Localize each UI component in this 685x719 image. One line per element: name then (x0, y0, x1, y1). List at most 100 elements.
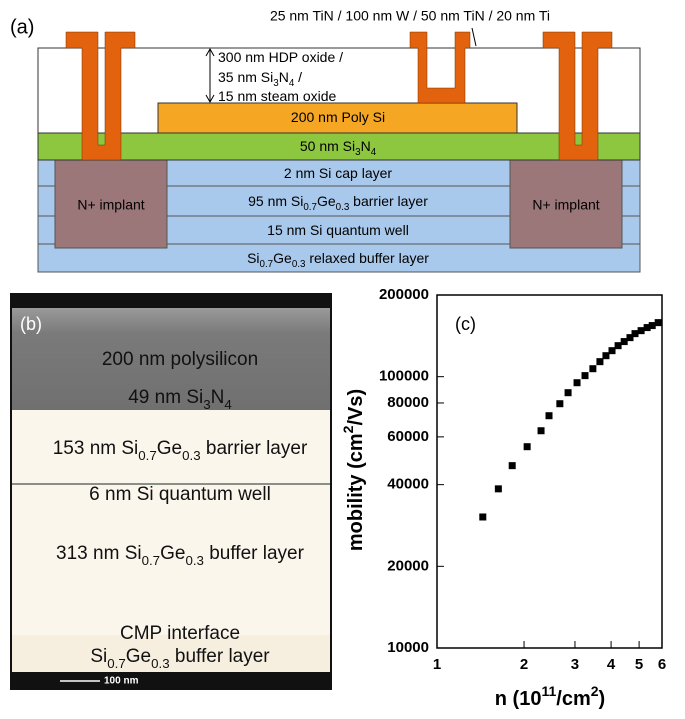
text-part: Ge (157, 438, 182, 459)
text-part: barrier layer (201, 438, 308, 459)
scale-label: 100 nm (104, 676, 139, 687)
text-part: Ge (126, 646, 151, 667)
text-part: N (279, 69, 289, 85)
point (524, 443, 531, 450)
x-tick-label: 6 (658, 656, 666, 673)
layer-label: 200 nm Poly Si (291, 109, 385, 125)
subscript: 4 (224, 397, 231, 412)
layer-label: 2 nm Si cap layer (284, 165, 392, 181)
point (589, 365, 596, 372)
subscript: 4 (371, 147, 377, 158)
point (602, 352, 609, 359)
point (546, 412, 553, 419)
subscript: 0.7 (260, 259, 274, 270)
point (509, 462, 516, 469)
text-part: 35 nm Si (218, 69, 273, 85)
superscript: 11 (541, 683, 556, 699)
subscript: 3 (203, 397, 210, 412)
point (538, 427, 545, 434)
layer-label: 15 nm Si quantum well (267, 222, 409, 238)
text-part: CMP interface (120, 623, 240, 644)
text-part: 153 nm Si (53, 438, 139, 459)
text-part: Ge (273, 250, 292, 266)
subscript: 0.3 (151, 656, 170, 671)
y-tick-label: 60000 (387, 428, 429, 445)
y-tick-label: 20000 (387, 557, 429, 574)
text-part: 200 nm Poly Si (291, 109, 385, 125)
oxide-stack: 300 nm HDP oxide / (218, 49, 343, 65)
plot-frame (437, 295, 662, 648)
superscript: 2 (340, 425, 356, 433)
y-tick-label: 80000 (387, 394, 429, 411)
point (632, 330, 639, 337)
panel-c: (c) n (1011/cm2) mobility (cm2/Vs) 12345… (340, 286, 666, 710)
oxide-stack: 15 nm steam oxide (218, 88, 336, 104)
subscript: 0.7 (142, 553, 161, 568)
x-tick-label: 5 (635, 656, 643, 673)
text-part: 50 nm Si (300, 138, 355, 154)
subscript: 0.3 (182, 448, 201, 463)
panel-b: (b) 200 nm polysilicon 49 nm Si3N4 153 n… (10, 293, 332, 690)
text-part: buffer layer (204, 543, 305, 564)
y-tick-label: 40000 (387, 476, 429, 493)
text-part: relaxed buffer layer (305, 250, 429, 266)
arrow (472, 28, 476, 46)
text-part: N (361, 138, 371, 154)
layer-label: 200 nm polysilicon (102, 349, 258, 370)
superscript: 2 (591, 683, 599, 699)
subscript: 0.7 (138, 448, 157, 463)
layer-label: CMP interface (120, 623, 240, 644)
text-part: 300 nm HDP oxide / (218, 49, 343, 65)
point (495, 485, 502, 492)
point (574, 379, 581, 386)
panel-label: (a) (10, 16, 34, 38)
text-part: barrier layer (349, 193, 428, 209)
text-part: buffer layer (170, 646, 271, 667)
layer-label: 6 nm Si quantum well (89, 484, 271, 505)
point (582, 372, 589, 379)
text-part: Si (90, 646, 107, 667)
implant-label: N+ implant (532, 197, 599, 213)
text-part: /cm (556, 688, 590, 710)
x-tick-label: 2 (520, 656, 528, 673)
text-part: n (10 (495, 688, 542, 710)
text-part: /Vs) (345, 389, 367, 426)
figure: (a) 25 nm TiN / 100 nm W / 50 nm TiN / 2… (0, 0, 685, 719)
text-part: N (211, 387, 225, 408)
y-tick-label: 200000 (379, 286, 429, 303)
panel-a: (a) 25 nm TiN / 100 nm W / 50 nm TiN / 2… (10, 8, 640, 272)
text-part: mobility (cm (345, 433, 367, 551)
panel-label: (c) (455, 314, 476, 334)
y-tick-label: 100000 (379, 368, 429, 385)
text-part: / (294, 69, 302, 85)
metal-stack: 25 nm TiN / 100 nm W / 50 nm TiN / 20 nm… (270, 8, 550, 24)
point (609, 347, 616, 354)
point (655, 319, 662, 326)
text-part: Ge (160, 543, 185, 564)
subscript: 0.7 (303, 202, 317, 213)
text-part: 6 nm Si quantum well (89, 484, 271, 505)
subscript: 0.3 (292, 259, 306, 270)
point (649, 322, 656, 329)
text-part: ) (599, 688, 606, 710)
text-part: 49 nm Si (128, 387, 203, 408)
point (565, 389, 572, 396)
x-tick-label: 1 (433, 656, 441, 673)
point (479, 513, 486, 520)
point (596, 358, 603, 365)
text-part: 313 nm Si (56, 543, 142, 564)
x-tick-label: 3 (571, 656, 579, 673)
subscript: 0.3 (336, 202, 350, 213)
subscript: 0.7 (107, 656, 126, 671)
text-part: 200 nm polysilicon (102, 349, 258, 370)
text-part: 95 nm Si (248, 193, 303, 209)
point (638, 327, 645, 334)
point (615, 342, 622, 349)
point (556, 400, 563, 407)
y-axis-label: mobility (cm2/Vs) (340, 389, 368, 551)
text-part: Si (247, 250, 259, 266)
y-tick-label: 10000 (387, 639, 429, 656)
text-part: 15 nm steam oxide (218, 88, 336, 104)
subscript: 0.3 (185, 553, 204, 568)
text-part: Ge (317, 193, 336, 209)
